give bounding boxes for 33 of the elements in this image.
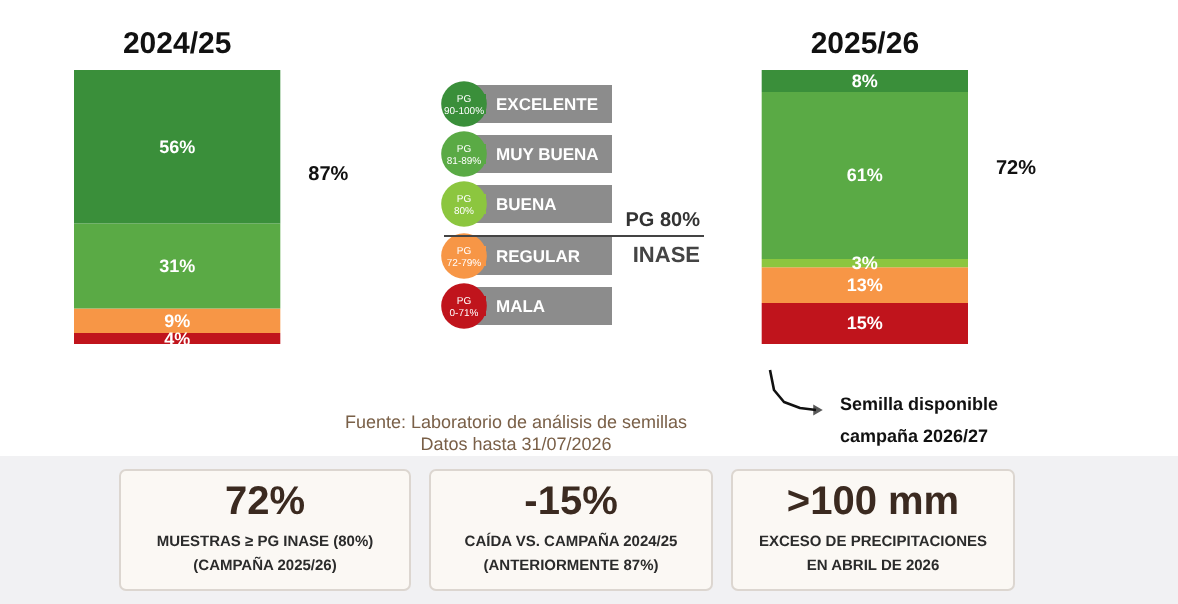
data-label: 9% — [164, 310, 191, 331]
bar — [761, 302, 968, 344]
text: Semilla disponible — [840, 394, 999, 414]
legend-label: MUY BUENA — [496, 144, 599, 164]
bar — [761, 70, 968, 92]
annotation: PG 80% — [625, 210, 701, 232]
x-tick-label: 2025/26 — [810, 27, 920, 61]
text: 72% — [224, 480, 306, 524]
text: >100 mm — [786, 480, 960, 524]
annotation: INASE — [632, 244, 700, 268]
data-label: 56% — [159, 136, 196, 157]
data-label: 31% — [159, 255, 196, 276]
legend-label: MALA — [496, 296, 546, 316]
bar — [74, 333, 281, 344]
annotation: 87% — [308, 164, 349, 186]
text: Datos hasta 31/07/2026 — [420, 434, 612, 454]
text: -15% — [524, 480, 619, 524]
data-label: 13% — [846, 275, 883, 296]
bar — [74, 308, 281, 334]
data-label: 8% — [851, 70, 878, 91]
data-label: 61% — [846, 165, 883, 186]
x-tick-label: 2024/25 — [122, 27, 232, 61]
bar — [74, 70, 281, 224]
annotation: 72% — [996, 158, 1037, 180]
bar — [761, 267, 968, 303]
legend-label: EXCELENTE — [496, 94, 599, 114]
legend-label: REGULAR — [496, 246, 581, 266]
bar — [74, 223, 281, 309]
legend-label: BUENA — [496, 194, 557, 214]
bar — [761, 91, 968, 260]
text: campaña 2026/27 — [840, 426, 989, 446]
source-note: Fuente: Laboratorio de análisis de semillas — [344, 412, 689, 432]
data-label: 15% — [846, 313, 883, 334]
